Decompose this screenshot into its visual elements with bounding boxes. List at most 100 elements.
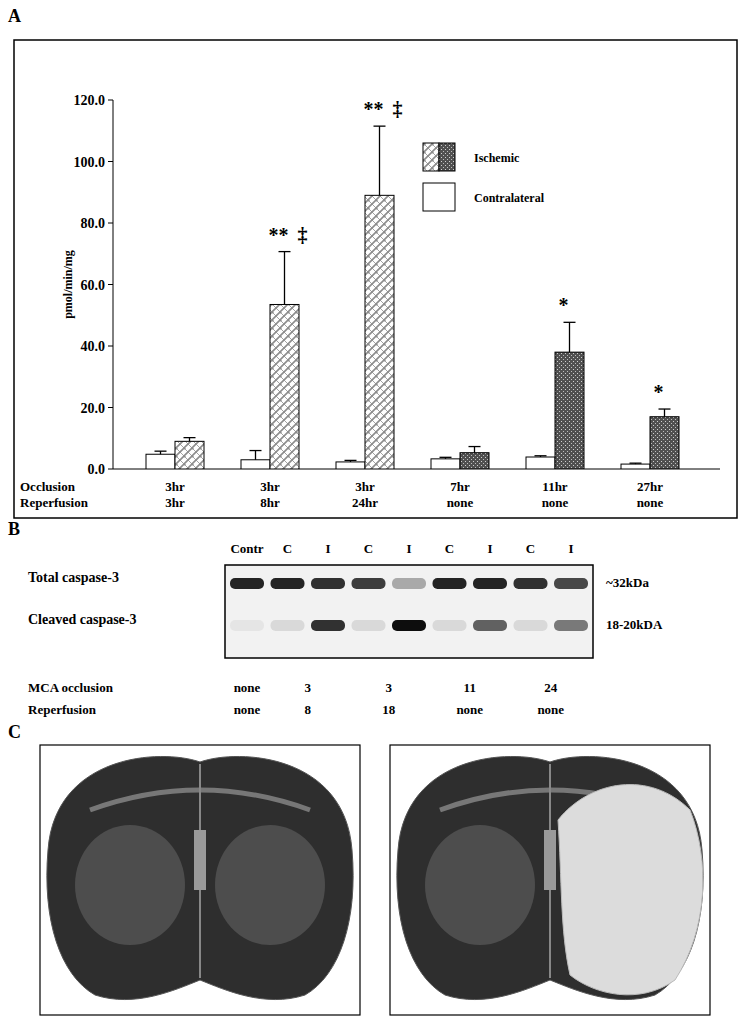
error-stem [255, 451, 256, 460]
size-label: ~32kDa [606, 575, 649, 590]
figure: ABC0.020.040.060.080.0100.0120.0pmol/min… [0, 0, 750, 1020]
y-tick [108, 223, 113, 224]
lane-label: I [406, 541, 411, 556]
image-frame [40, 745, 360, 1015]
band [230, 578, 264, 589]
significance: * [559, 294, 569, 316]
bar [431, 459, 460, 469]
legend-label: Contralateral [474, 191, 545, 205]
error-stem [569, 322, 570, 352]
y-tick [108, 407, 113, 408]
size-label: 18-20kDA [606, 617, 663, 632]
row-label: Total caspase-3 [28, 569, 138, 586]
condition-label: MCA occlusion [28, 680, 114, 695]
bars [146, 126, 679, 469]
error-stem [379, 126, 380, 195]
bar [241, 460, 270, 469]
y-axis-title: pmol/min/mg [61, 250, 75, 319]
condition-value: 11 [464, 680, 476, 695]
infarct [558, 785, 703, 995]
error-cap [374, 125, 386, 126]
band [473, 620, 507, 631]
bar [526, 457, 555, 469]
condition-value: 8 [305, 702, 312, 717]
y-tick [108, 284, 113, 285]
y-tick [108, 469, 113, 470]
error-cap [469, 446, 481, 447]
blot-frame [225, 565, 593, 658]
legend-swatch [423, 143, 439, 171]
error-bar [279, 252, 291, 305]
error-bar [184, 438, 196, 442]
band [271, 578, 305, 589]
y-tick-label: 100.0 [74, 155, 106, 170]
image-frame [390, 745, 710, 1015]
condition-value: 3 [386, 680, 393, 695]
lane-label: C [364, 541, 373, 556]
error-cap [155, 451, 167, 452]
error-stem [284, 252, 285, 305]
y-tick [108, 100, 113, 101]
x-tick-label: none [637, 495, 664, 510]
band [311, 578, 345, 589]
y-tick-label: 0.0 [88, 462, 106, 477]
brain-section [397, 756, 703, 999]
bar [555, 352, 584, 469]
bar [336, 462, 365, 469]
condition-value: none [456, 702, 483, 717]
x-tick-label: none [447, 495, 474, 510]
band [554, 578, 588, 589]
band [230, 620, 264, 631]
error-cap [535, 455, 547, 456]
row-label: Cleaved caspase-3 [28, 611, 138, 628]
error-bar [535, 456, 547, 457]
condition-value: 24 [544, 680, 558, 695]
panel-label: C [8, 722, 21, 742]
y-tick-label: 60.0 [81, 278, 106, 293]
band [392, 578, 426, 589]
brain-outline [47, 756, 353, 999]
band [514, 578, 548, 589]
x-tick-label: 3hr [165, 495, 185, 510]
error-bar [564, 322, 576, 352]
y-tick [108, 346, 113, 347]
bar [650, 417, 679, 469]
band [433, 620, 467, 631]
x-tick-label: 3hr [165, 479, 185, 494]
legend-swatch [439, 143, 455, 171]
bar [270, 304, 299, 469]
x-tick-label: 11hr [542, 479, 568, 494]
lane-label: Contr [230, 541, 263, 556]
condition-label: Reperfusion [28, 702, 97, 717]
error-cap [184, 437, 196, 438]
septum [544, 830, 556, 890]
panel-label: B [8, 519, 20, 539]
condition-value: none [234, 702, 261, 717]
significance: ** [364, 98, 384, 120]
band [311, 620, 345, 631]
x-tick-label: 7hr [450, 479, 470, 494]
error-bar [374, 126, 386, 195]
legend-label: Ischemic [474, 151, 520, 165]
error-cap [250, 450, 262, 451]
error-stem [664, 409, 665, 417]
error-stem [474, 447, 475, 453]
condition-value: 18 [382, 702, 396, 717]
bar [460, 453, 489, 469]
band [271, 620, 305, 631]
band [554, 620, 588, 631]
error-cap [659, 408, 671, 409]
figure-svg: ABC0.020.040.060.080.0100.0120.0pmol/min… [0, 0, 750, 1020]
y-tick-label: 80.0 [81, 216, 106, 231]
lane-label: I [568, 541, 573, 556]
lane-label: C [526, 541, 535, 556]
lane-label: I [487, 541, 492, 556]
septum [194, 830, 206, 890]
y-tick-label: 40.0 [81, 339, 106, 354]
error-bar [250, 451, 262, 460]
condition-value: none [537, 702, 564, 717]
condition-value: none [234, 680, 261, 695]
significance: ‡ [298, 224, 308, 246]
panel-label: A [8, 6, 21, 26]
lane-label: I [325, 541, 330, 556]
